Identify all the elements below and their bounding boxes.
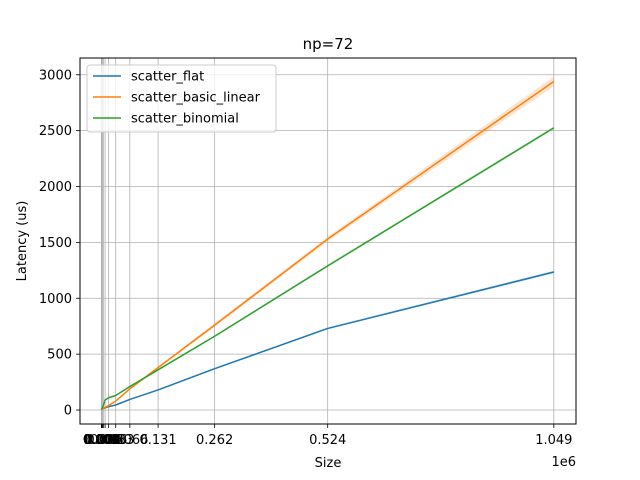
x-tick-label: 0.016 bbox=[90, 433, 127, 448]
x-tick-label: 0.131 bbox=[139, 433, 176, 448]
legend-box bbox=[86, 64, 277, 133]
x-axis-offset-text: 1e6 bbox=[551, 455, 576, 470]
x-tick-label: 0.066 bbox=[111, 433, 148, 448]
x-tick-label: 0.033 bbox=[97, 433, 134, 448]
x-tick-label: 0.000 bbox=[83, 433, 120, 448]
x-tick-label: 0.000 bbox=[83, 433, 120, 448]
x-tick-label: 0.000 bbox=[83, 433, 120, 448]
y-tick-label: 0 bbox=[64, 404, 72, 419]
y-tick-label: 1500 bbox=[39, 236, 72, 251]
x-axis-ticks: 0.0000.0000.0000.0000.0000.0000.0000.000… bbox=[83, 424, 572, 448]
x-tick-label: 1.049 bbox=[535, 433, 572, 448]
x-tick-label: 0.000 bbox=[83, 433, 120, 448]
y-tick-label: 500 bbox=[47, 348, 72, 363]
x-tick-label: 0.000 bbox=[83, 433, 120, 448]
legend-label-scatter-basic-linear: scatter_basic_linear bbox=[131, 91, 261, 106]
x-tick-label: 0.000 bbox=[83, 433, 120, 448]
series-line-scatter-binomial bbox=[100, 127, 555, 411]
x-tick-label: 0.262 bbox=[196, 433, 233, 448]
y-tick-label: 1000 bbox=[39, 292, 72, 307]
x-tick-label: 0.002 bbox=[84, 433, 121, 448]
y-tick-label: 2000 bbox=[39, 180, 72, 195]
legend: scatter_flat scatter_basic_linear scatter_… bbox=[86, 64, 277, 133]
x-tick-label: 0.000 bbox=[83, 433, 120, 448]
x-tick-label: 0.008 bbox=[86, 433, 123, 448]
series-lines bbox=[100, 80, 555, 411]
x-tick-label: 0.000 bbox=[83, 433, 120, 448]
x-tick-label: 0.000 bbox=[83, 433, 120, 448]
x-tick-label: 0.000 bbox=[83, 433, 120, 448]
legend-label-scatter-binomial: scatter_binomial bbox=[131, 112, 239, 127]
x-tick-label: 0.524 bbox=[309, 433, 346, 448]
x-axis-label: Size bbox=[315, 456, 342, 471]
y-tick-label: 3000 bbox=[39, 68, 72, 83]
chart-title: np=72 bbox=[303, 35, 354, 53]
y-axis-ticks: 0 500 1000 1500 2000 2500 3000 bbox=[39, 68, 80, 419]
x-tick-label: 0.001 bbox=[83, 433, 120, 448]
y-axis-label: Latency (us) bbox=[15, 201, 30, 282]
y-tick-label: 2500 bbox=[39, 124, 72, 139]
x-tick-label: 0.001 bbox=[83, 433, 120, 448]
legend-label-scatter-flat: scatter_flat bbox=[131, 70, 204, 85]
x-tick-label: 0.004 bbox=[85, 433, 122, 448]
